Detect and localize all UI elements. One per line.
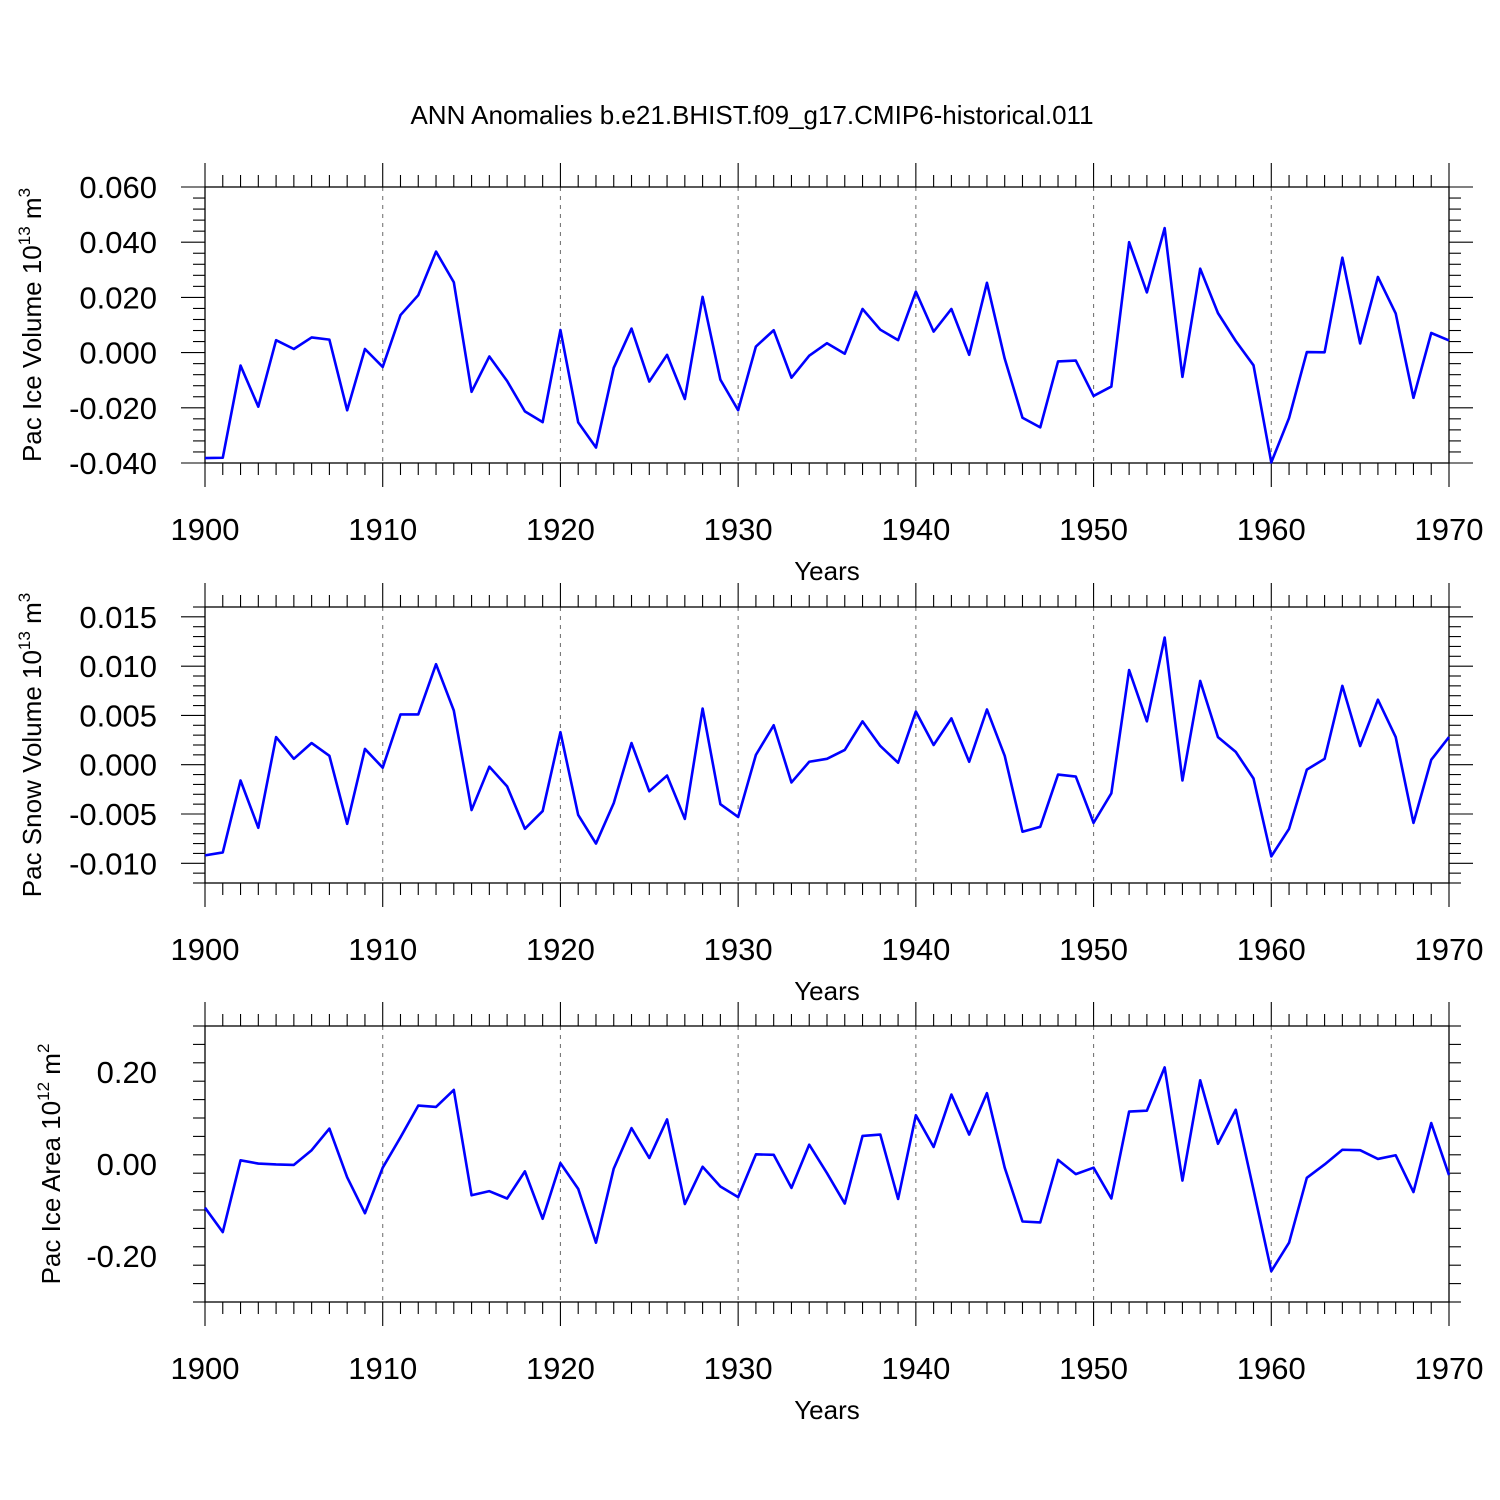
y-axis-label: Pac Snow Volume 1013 m3	[15, 593, 47, 897]
y-tick-label: 0.040	[79, 225, 157, 260]
y-tick-label: 0.010	[79, 649, 157, 684]
x-tick-label: 1920	[526, 512, 595, 547]
x-axis-label: Years	[794, 556, 860, 586]
series-line	[204, 226, 1450, 464]
x-tick-label: 1900	[171, 1351, 240, 1386]
x-tick-label: 1940	[881, 1351, 950, 1386]
x-tick-label: 1970	[1415, 932, 1484, 967]
y-tick-label: 0.020	[79, 280, 157, 315]
x-tick-label: 1940	[881, 512, 950, 547]
y-axis-label-unit: m	[17, 197, 47, 226]
x-tick-label: 1900	[171, 512, 240, 547]
x-tick-label: 1950	[1059, 932, 1128, 967]
x-tick-label: 1970	[1415, 512, 1484, 547]
panel-2: -0.010 -0.005 0.000 0.005 0.010 0.015 1900 1910…	[15, 583, 1483, 1006]
x-tick-label: 1960	[1237, 512, 1306, 547]
y-tick-label: 0.000	[79, 336, 157, 371]
y-tick-label: -0.020	[69, 391, 157, 426]
y-tick-label: 0.060	[79, 170, 157, 205]
series-line	[204, 636, 1451, 858]
x-tick-label: 1950	[1059, 1351, 1128, 1386]
y-tick-label: 0.20	[97, 1055, 157, 1090]
y-axis-label-exp1: 12	[34, 1082, 53, 1101]
y-tick-label: -0.040	[69, 446, 157, 481]
x-tick-label: 1910	[348, 932, 417, 967]
y-axis-label-exp2: 3	[15, 188, 34, 197]
y-axis-label-unit: m	[36, 1053, 66, 1082]
x-tick-label: 1940	[881, 932, 950, 967]
x-tick-label: 1950	[1059, 512, 1128, 547]
y-axis-label-exp1: 13	[15, 226, 34, 245]
x-tick-label: 1920	[526, 1351, 595, 1386]
y-tick-label: -0.005	[69, 797, 157, 832]
y-tick-label: 0.000	[79, 748, 157, 783]
x-axis-label: Years	[794, 976, 860, 1006]
y-axis-label-exp1: 13	[15, 631, 34, 650]
y-axis-label-main: Pac Ice Volume 10	[17, 245, 47, 462]
plot-frame	[204, 1025, 1450, 1303]
y-axis-label: Pac Ice Area 1012 m2	[34, 1044, 66, 1285]
y-tick-label: -0.20	[86, 1239, 157, 1274]
x-tick-label: 1930	[704, 512, 773, 547]
x-tick-label: 1900	[171, 932, 240, 967]
x-axis-label: Years	[794, 1395, 860, 1425]
series-line	[203, 1066, 1451, 1273]
y-axis-label-exp2: 2	[34, 1044, 53, 1053]
y-tick-label: 0.005	[79, 698, 157, 733]
plot-frame	[204, 186, 1450, 464]
y-axis-label-main: Pac Snow Volume 10	[17, 650, 47, 897]
x-tick-label: 1920	[526, 932, 595, 967]
y-axis-label-unit: m	[17, 602, 47, 631]
x-tick-label: 1910	[348, 512, 417, 547]
y-axis-label: Pac Ice Volume 1013 m3	[15, 188, 47, 462]
figure-title: ANN Anomalies b.e21.BHIST.f09_g17.CMIP6-…	[410, 100, 1093, 130]
y-axis-label-main: Pac Ice Area 10	[36, 1101, 66, 1285]
x-tick-label: 1930	[704, 932, 773, 967]
y-tick-label: 0.00	[97, 1147, 157, 1182]
x-tick-label: 1930	[704, 1351, 773, 1386]
y-tick-label: 0.015	[79, 600, 157, 635]
panel-3: -0.20 0.00 0.20 1900 1910 1920 1930 1940 1950 196…	[34, 1002, 1483, 1425]
panel-1: -0.040 -0.020 0.000 0.020 0.040 0.060 1900 1910…	[15, 163, 1483, 586]
y-tick-label: -0.010	[69, 846, 157, 881]
y-axis-label-exp2: 3	[15, 593, 34, 602]
x-tick-label: 1960	[1237, 1351, 1306, 1386]
x-tick-label: 1960	[1237, 932, 1306, 967]
plot-frame	[204, 606, 1450, 884]
x-tick-label: 1910	[348, 1351, 417, 1386]
x-tick-label: 1970	[1415, 1351, 1484, 1386]
